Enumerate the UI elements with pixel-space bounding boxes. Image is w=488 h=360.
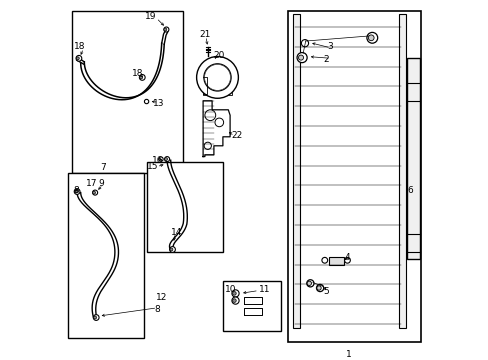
Circle shape — [169, 247, 175, 252]
Circle shape — [306, 280, 313, 287]
Text: 9: 9 — [98, 179, 104, 188]
Circle shape — [164, 157, 169, 162]
Circle shape — [296, 53, 306, 63]
Circle shape — [231, 297, 239, 304]
Circle shape — [366, 32, 377, 43]
Circle shape — [163, 28, 166, 31]
Bar — [68, 173, 143, 338]
Text: 8: 8 — [73, 186, 79, 194]
Circle shape — [211, 71, 224, 84]
Bar — [223, 281, 280, 331]
Circle shape — [196, 57, 238, 98]
Bar — [203, 77, 231, 95]
Circle shape — [316, 284, 323, 292]
Circle shape — [215, 118, 223, 127]
Circle shape — [306, 281, 311, 285]
Circle shape — [301, 40, 308, 47]
Bar — [72, 11, 183, 173]
Circle shape — [204, 142, 211, 149]
Circle shape — [207, 67, 227, 87]
Text: 13: 13 — [152, 99, 164, 108]
Text: 21: 21 — [199, 30, 210, 39]
Circle shape — [298, 55, 303, 60]
Circle shape — [74, 189, 80, 194]
Circle shape — [170, 248, 172, 251]
Bar — [328, 257, 343, 265]
Circle shape — [140, 76, 142, 79]
Circle shape — [231, 290, 239, 297]
Circle shape — [164, 158, 167, 161]
Circle shape — [321, 257, 327, 263]
Circle shape — [159, 157, 163, 161]
Bar — [147, 162, 223, 252]
Bar — [287, 11, 420, 342]
Circle shape — [144, 99, 148, 104]
Text: 18: 18 — [131, 68, 142, 77]
Circle shape — [163, 27, 168, 32]
Text: 22: 22 — [231, 130, 242, 139]
Circle shape — [75, 190, 77, 193]
Bar — [399, 14, 405, 328]
Text: 11: 11 — [258, 284, 270, 294]
Text: 3: 3 — [326, 42, 332, 51]
Text: 19: 19 — [145, 12, 156, 21]
Text: 14: 14 — [170, 228, 182, 237]
Text: 8: 8 — [154, 305, 160, 314]
Circle shape — [92, 191, 95, 194]
Circle shape — [232, 299, 236, 302]
Text: 15: 15 — [147, 162, 159, 171]
Circle shape — [204, 110, 215, 121]
Circle shape — [232, 292, 236, 295]
Text: 18: 18 — [73, 42, 85, 51]
Bar — [406, 58, 419, 259]
Text: 12: 12 — [156, 292, 167, 302]
Circle shape — [344, 257, 349, 263]
Text: 4: 4 — [344, 253, 349, 262]
Circle shape — [316, 286, 321, 290]
Text: 2: 2 — [323, 55, 328, 64]
Circle shape — [76, 57, 79, 60]
Circle shape — [76, 55, 81, 61]
Text: 10: 10 — [224, 285, 236, 294]
Circle shape — [205, 66, 228, 89]
Text: 16: 16 — [152, 156, 163, 165]
Circle shape — [203, 64, 231, 91]
Text: 6: 6 — [407, 186, 412, 195]
Text: 1: 1 — [346, 350, 351, 359]
Circle shape — [139, 75, 145, 80]
Circle shape — [204, 64, 230, 90]
Text: 5: 5 — [323, 287, 329, 296]
Circle shape — [93, 315, 99, 320]
Text: 7: 7 — [101, 163, 106, 172]
Text: 20: 20 — [213, 51, 224, 60]
Circle shape — [92, 190, 98, 195]
Circle shape — [367, 35, 373, 41]
Circle shape — [94, 316, 96, 319]
Text: 17: 17 — [85, 179, 97, 188]
Bar — [292, 14, 299, 328]
